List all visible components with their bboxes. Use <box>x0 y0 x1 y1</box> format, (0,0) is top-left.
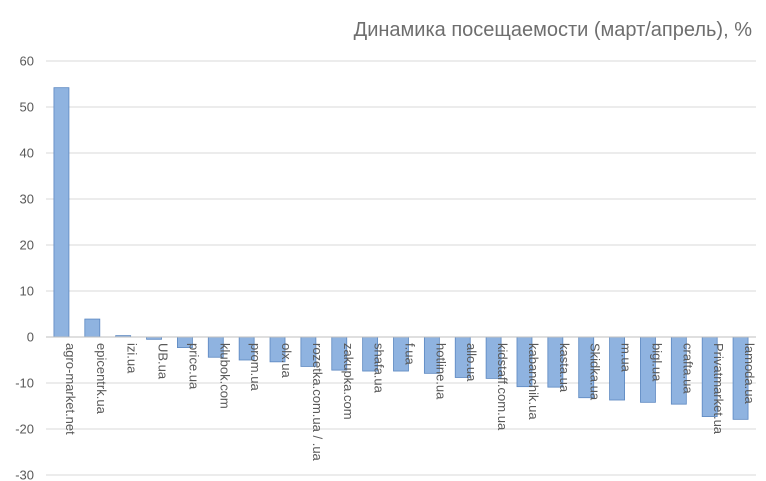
x-tick-label: m.ua <box>619 343 634 373</box>
x-tick-label: shafa.ua <box>372 343 387 394</box>
y-tick-label: 30 <box>20 192 34 207</box>
y-tick-label: 40 <box>20 146 34 161</box>
x-tick-label: epicentrk.ua <box>94 343 109 415</box>
y-tick-label: 0 <box>27 330 34 345</box>
y-tick-label: 60 <box>20 54 34 69</box>
y-tick-label: -30 <box>15 468 34 481</box>
x-tick-label: agro-market.net <box>63 343 78 435</box>
x-tick-label: olx.ua <box>279 343 294 378</box>
x-tick-label: f.ua <box>403 343 418 365</box>
x-tick-label: lamoda.ua <box>742 343 757 404</box>
x-tick-label: Privatmarket.ua <box>711 343 726 435</box>
y-axis-ticks: 60 50 40 30 20 10 0 -10 -20 -30 <box>15 54 34 481</box>
y-tick-label: 50 <box>20 100 34 115</box>
x-tick-label: kasta.ua <box>557 343 572 393</box>
x-tick-label: rozetka.com.ua / .ua <box>310 343 325 462</box>
x-tick-label: prom.ua <box>248 343 263 391</box>
x-tick-label: kidstaff.com.ua <box>495 343 510 431</box>
x-tick-label: UB.ua <box>156 343 171 380</box>
x-tick-label: price.ua <box>186 343 201 390</box>
x-tick-label: hotline.ua <box>433 343 448 400</box>
y-tick-label: 10 <box>20 284 34 299</box>
bar <box>84 318 101 338</box>
x-tick-label: zakupka.com <box>341 343 356 420</box>
x-tick-label: kabanchik.ua <box>526 343 541 420</box>
y-tick-label: 20 <box>20 238 34 253</box>
x-tick-label: allo.ua <box>464 343 479 382</box>
x-tick-label: crafta.ua <box>680 343 695 394</box>
x-tick-label: klubok.com <box>217 343 232 409</box>
chart-title: Динамика посещаемости (март/апрель), % <box>354 19 753 41</box>
bar <box>53 87 70 338</box>
x-axis-ticks: agro-market.net epicentrk.ua izi.ua UB.ua pr… <box>63 343 757 462</box>
x-tick-label: Skidka.ua <box>588 343 603 401</box>
y-tick-label: -20 <box>15 422 34 437</box>
gridlines <box>46 60 756 476</box>
bars <box>53 87 749 420</box>
x-tick-label: bigl.ua <box>649 343 664 382</box>
y-tick-label: -10 <box>15 376 34 391</box>
x-tick-label: izi.ua <box>125 343 140 374</box>
